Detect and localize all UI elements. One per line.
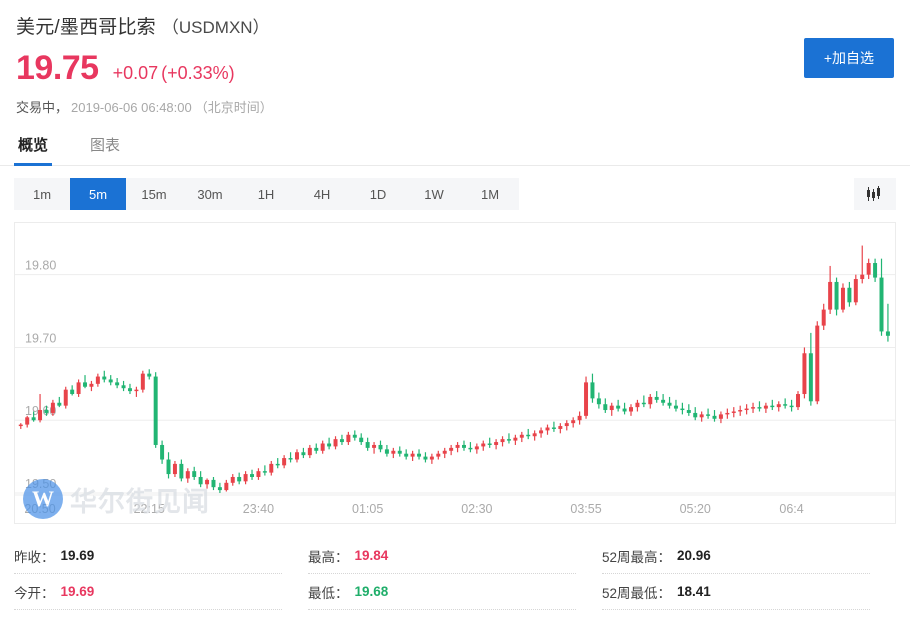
timeframe-15m[interactable]: 15m [141,186,167,202]
add-to-watchlist-button[interactable]: +加自选 [803,38,894,78]
stat-value: 19.84 [354,548,389,563]
timezone-note: （北京时间） [194,100,273,115]
stat-value: 18.41 [677,584,711,599]
title-row: 美元/墨西哥比索 （USDMXN） [16,12,894,39]
stat-value: 19.69 [60,548,95,563]
svg-text:20:50: 20:50 [24,502,55,516]
timeframe-1m[interactable]: 1m [32,186,52,202]
timeframe-5m[interactable]: 5m [70,178,126,210]
timeframe-1h[interactable]: 1H [257,186,275,202]
price-chart[interactable]: 19.8019.7019.6019.5020:5022:1523:4001:05… [14,222,896,524]
svg-text:02:30: 02:30 [461,502,492,516]
timeframe-toolbar: 1m 5m 15m 30m 1H 4H 1D 1W 1M [14,178,896,210]
tab-bar: 概览 图表 [0,134,910,166]
stat-label: 最高： [308,549,349,565]
svg-text:05:20: 05:20 [680,502,711,516]
candlestick-icon [867,186,880,201]
security-code: （USDMXN） [161,18,270,37]
timeframe-30m[interactable]: 30m [197,186,223,202]
chart-type-button[interactable] [854,178,896,210]
stat-label: 昨收： [14,549,55,565]
stats-column-3: 52周最高： 20.96 52周最低： 18.41 [602,538,896,610]
market-status: 交易中， [16,100,69,115]
timeframe-1M[interactable]: 1M [480,186,500,202]
svg-text:01:05: 01:05 [352,502,383,516]
stat-label: 52周最高： [602,549,672,565]
stat-value: 19.68 [354,584,389,599]
svg-text:03:55: 03:55 [570,502,601,516]
market-status-row: 交易中， 2019-06-06 06:48:00 （北京时间） [16,97,894,116]
candlestick-chart-svg[interactable]: 19.8019.7019.6019.5020:5022:1523:4001:05… [15,223,895,523]
stat-prev-close: 昨收： 19.69 [14,538,282,574]
svg-text:19.80: 19.80 [25,259,56,273]
stat-label: 52周最低： [602,585,672,601]
stat-high: 最高： 19.84 [308,538,576,574]
stat-value: 20.96 [677,548,711,563]
change-absolute: +0.07 [112,63,159,83]
stat-value: 19.69 [60,584,95,599]
stat-open: 今开： 19.69 [14,574,282,610]
tab-overview[interactable]: 概览 [13,134,53,166]
svg-text:23:40: 23:40 [243,502,274,516]
timeframe-group: 1m 5m 15m 30m 1H 4H 1D 1W 1M [14,178,519,210]
quote-timestamp: 2019-06-06 06:48:00 [71,100,192,115]
last-price: 19.75 [16,49,99,87]
stat-label: 最低： [308,585,349,601]
stats-column-2: 最高： 19.84 最低： 19.68 [308,538,602,610]
stats-grid: 昨收： 19.69 今开： 19.69 最高： 19.84 最低： 19.68 … [14,538,896,610]
timeframe-1w[interactable]: 1W [424,186,444,202]
price-change: +0.07 (+0.33%) [113,63,235,84]
timeframe-1d[interactable]: 1D [369,186,387,202]
price-row: 19.75 +0.07 (+0.33%) [16,51,894,85]
stats-column-1: 昨收： 19.69 今开： 19.69 [14,538,308,610]
change-percent: (+0.33%) [161,63,235,83]
svg-text:06:4: 06:4 [779,502,803,516]
timeframe-4h[interactable]: 4H [313,186,331,202]
svg-text:19.50: 19.50 [25,477,56,491]
quote-header: 美元/墨西哥比索 （USDMXN） 19.75 +0.07 (+0.33%) 交易… [0,0,910,116]
stat-52w-high: 52周最高： 20.96 [602,538,870,574]
svg-text:22:15: 22:15 [134,502,165,516]
stat-52w-low: 52周最低： 18.41 [602,574,870,610]
tab-chart[interactable]: 图表 [90,137,121,154]
svg-text:19.70: 19.70 [25,331,56,345]
stat-low: 最低： 19.68 [308,574,576,610]
stat-label: 今开： [14,585,55,601]
security-name: 美元/墨西哥比索 [16,17,156,38]
